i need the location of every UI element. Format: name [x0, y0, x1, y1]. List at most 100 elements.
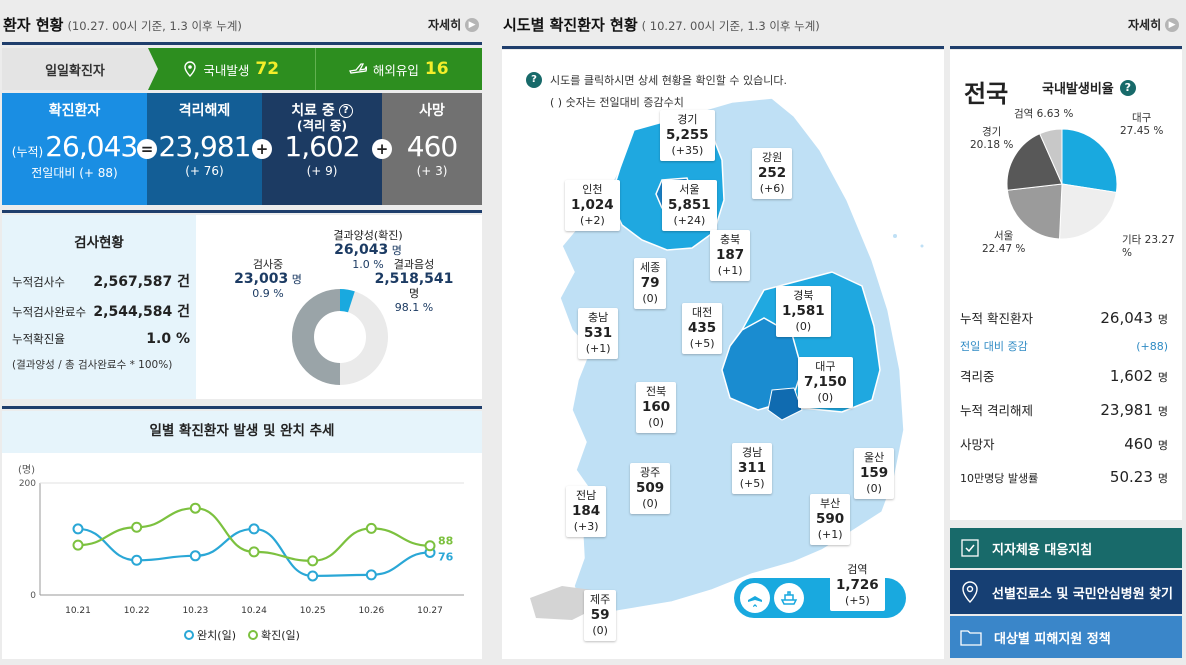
region-value: 1,024 — [571, 197, 614, 213]
jeju-island[interactable] — [530, 586, 600, 620]
document-check-icon — [961, 539, 979, 557]
region-value: 7,150 — [804, 374, 847, 390]
legend-dot-icon — [184, 630, 195, 640]
region-delta: (+5) — [689, 337, 715, 350]
region-label[interactable]: 충남 531 (+1) — [578, 308, 619, 359]
region-label[interactable]: 광주 509 (0) — [630, 463, 671, 514]
domestic-cases[interactable]: 국내발생 72 — [148, 48, 316, 90]
region-delta: (+5) — [844, 594, 870, 607]
data-point — [72, 523, 84, 535]
row-label: 전일 대비 증감 — [960, 340, 1028, 353]
row-value: (+88) — [1136, 340, 1168, 353]
national-title: 전국 — [964, 80, 1009, 108]
national-row: 격리중 1,602 명 — [960, 366, 1168, 400]
region-label[interactable]: 전남 184 (+3) — [566, 486, 607, 537]
region-name: 광주 — [639, 466, 661, 479]
positive-label: 결과양성(확진) — [333, 229, 403, 242]
region-value: 1,726 — [836, 577, 879, 593]
x-tick-label: 10.25 — [300, 606, 326, 616]
region-label[interactable]: 강원 252 (+6) — [752, 148, 793, 199]
airplane-icon — [740, 583, 770, 613]
daily-confirmed-row: 일일확진자 국내발생 72 해외유입 16 — [2, 48, 482, 90]
data-point — [307, 555, 319, 567]
stat-treating[interactable]: 치료 중 ? (격리 중) 1,602 (+ 9) + — [262, 93, 392, 205]
pie-pct: 23.27 % — [1122, 234, 1175, 259]
data-point — [72, 539, 84, 551]
region-label[interactable]: 경기 5,255 (+35) — [660, 110, 715, 161]
row-unit: 명 — [1157, 371, 1168, 384]
stat-value: 23,981 — [158, 130, 252, 163]
pie-label-quarantine: 검역 6.63 % — [1014, 106, 1073, 121]
region-label[interactable]: 대전 435 (+5) — [682, 303, 723, 354]
region-delta: (0) — [795, 320, 812, 333]
row-label: 누적 확진환자 — [960, 311, 1033, 326]
airplane-icon — [348, 63, 367, 74]
region-label[interactable]: 부산 590 (+1) — [810, 494, 851, 545]
negative-label: 결과음성 — [393, 258, 435, 271]
region-name: 세종 — [640, 261, 661, 274]
tests-donut-chart[interactable] — [290, 287, 390, 387]
stat-released[interactable]: 격리해제 23,981 (+ 76) + — [147, 93, 272, 205]
pie-name: 기타 — [1122, 234, 1142, 246]
stat-title: 확진환자 — [48, 103, 101, 119]
region-delta: (0) — [866, 482, 882, 495]
data-point — [248, 523, 260, 535]
region-delta: (0) — [817, 391, 834, 404]
button-label: 대상별 피해지원 정책 — [994, 631, 1111, 647]
region-name: 전남 — [575, 489, 597, 502]
divider — [2, 210, 482, 213]
stat-value: 26,043 — [45, 130, 138, 163]
region-name: 부산 — [819, 497, 841, 510]
test-label: 누적검사완료수 — [12, 305, 87, 319]
help-icon[interactable]: ? — [1119, 79, 1136, 96]
region-label[interactable]: 충북 187 (+1) — [710, 230, 751, 281]
support-policy-button[interactable]: 대상별 피해지원 정책 — [950, 616, 1182, 658]
overseas-value: 16 — [424, 59, 449, 79]
donut-pending — [292, 289, 341, 385]
region-label[interactable]: 경남 311 (+5) — [732, 443, 773, 494]
stat-deaths[interactable]: 사망 460 (+ 3) — [382, 93, 482, 205]
region-value: 160 — [642, 399, 671, 415]
tests-donut-area: 결과양성(확진) 26,043 명 1.0 % 검사중 23,003 명 0.9… — [196, 215, 482, 399]
data-point — [424, 540, 436, 552]
region-label[interactable]: 경북 1,581 (0) — [776, 286, 831, 337]
find-clinic-button[interactable]: 선별진료소 및 국민안심병원 찾기 — [950, 570, 1182, 614]
stat-subtitle: (격리 중) — [296, 118, 348, 133]
region-label[interactable]: 대구 7,150 (0) — [798, 357, 853, 408]
x-tick-label: 10.26 — [358, 606, 384, 616]
region-label[interactable]: 서울 5,851 (+24) — [662, 180, 717, 231]
plus-icon: + — [252, 139, 272, 159]
region-name: 경북 — [793, 289, 814, 302]
region-delta: (+1) — [585, 342, 611, 355]
data-point — [365, 569, 377, 581]
patient-more-link[interactable]: 자세히 ▶ — [428, 16, 480, 33]
patient-status-title: 환자 현황 (10.27. 00시 기준, 1.3 이후 누계) — [3, 14, 242, 35]
map-more-link[interactable]: 자세히 ▶ — [1128, 16, 1180, 33]
ratio-pie-chart[interactable] — [1006, 128, 1118, 240]
region-label[interactable]: 전북 160 (0) — [636, 382, 677, 433]
region-label[interactable]: 인천 1,024 (+2) — [565, 180, 620, 231]
region-label[interactable]: 울산 159 (0) — [854, 448, 895, 499]
overseas-cases[interactable]: 해외유입 16 — [315, 48, 482, 90]
guideline-button[interactable]: 지자체용 대응지침 — [950, 528, 1182, 568]
region-delta: (+2) — [579, 214, 605, 227]
donut-positive — [339, 289, 355, 313]
help-icon[interactable]: ? — [338, 104, 353, 118]
stat-confirmed[interactable]: 확진환자 (누적) 26,043 전일대비 (+ 88) = — [2, 93, 157, 205]
region-label[interactable]: 세종 79 (0) — [634, 258, 667, 309]
folder-icon — [960, 630, 982, 646]
region-value: 79 — [640, 275, 660, 291]
negative-unit: 명 — [408, 287, 420, 300]
region-name: 검역 — [847, 563, 868, 576]
region-label[interactable]: 제주 59 (0) — [584, 590, 617, 641]
stat-value-wrap: (누적) 26,043 — [2, 132, 147, 162]
trend-line-chart[interactable]: 0 200 10.21 10.22 10.23 10.24 10.25 10.26 10.27 7… — [2, 467, 482, 627]
legend-confirmed[interactable]: 확진(일) — [248, 627, 300, 643]
legend-release[interactable]: 완치(일) — [184, 627, 236, 643]
divider — [502, 46, 944, 49]
ulleung-island — [893, 234, 897, 238]
row-unit: 명 — [1157, 472, 1168, 485]
help-text: 시도를 클릭하시면 상세 현황을 확인할 수 있습니다. — [550, 74, 787, 87]
quarantine-label[interactable]: 검역 1,726 (+5) — [830, 560, 885, 611]
location-pin-icon — [184, 61, 197, 77]
